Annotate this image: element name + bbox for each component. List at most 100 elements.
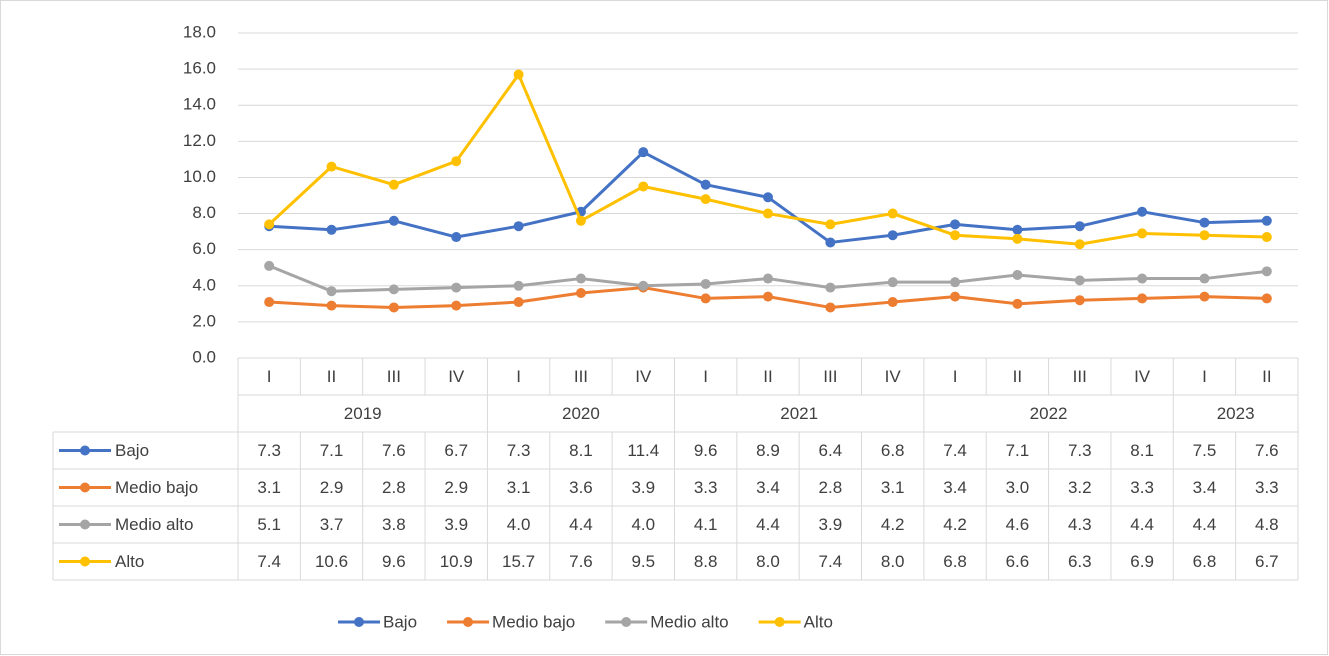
table-value: 6.8 — [1193, 552, 1217, 571]
marker — [388, 179, 399, 190]
quarter-label: I — [1202, 367, 1207, 386]
quarter-label: I — [703, 367, 708, 386]
quarter-label: IV — [448, 367, 465, 386]
table-value: 7.1 — [320, 441, 344, 460]
table-value: 3.6 — [569, 478, 593, 497]
marker — [700, 179, 711, 190]
marker — [638, 147, 649, 158]
marker — [264, 219, 275, 230]
table-value: 3.3 — [1255, 478, 1279, 497]
table-value: 6.4 — [819, 441, 843, 460]
marker — [1199, 291, 1210, 302]
table-value: 8.0 — [756, 552, 780, 571]
marker — [1261, 266, 1272, 277]
marker — [264, 260, 275, 271]
table-value: 3.0 — [1006, 478, 1030, 497]
table-value: 3.4 — [1193, 478, 1217, 497]
row-label: Alto — [115, 552, 144, 571]
table-value: 3.9 — [444, 515, 468, 534]
table-value: 6.3 — [1068, 552, 1092, 571]
table-value: 3.1 — [881, 478, 905, 497]
table-value: 3.1 — [257, 478, 281, 497]
table-value: 3.9 — [631, 478, 655, 497]
table-value: 7.4 — [943, 441, 967, 460]
marker — [513, 221, 524, 232]
quarter-label: II — [763, 367, 772, 386]
year-label: 2020 — [562, 404, 600, 423]
table-value: 4.4 — [569, 515, 593, 534]
row-label: Bajo — [115, 441, 149, 460]
marker — [825, 282, 836, 293]
marker — [1261, 293, 1272, 304]
quarter-label: II — [327, 367, 336, 386]
table-value: 9.6 — [694, 441, 718, 460]
table-value: 8.0 — [881, 552, 905, 571]
marker — [1074, 221, 1085, 232]
marker — [1074, 275, 1085, 286]
legend-label: Alto — [804, 612, 833, 631]
marker — [700, 194, 711, 205]
y-tick-label: 10.0 — [183, 167, 216, 186]
table-value: 7.6 — [569, 552, 593, 571]
quarter-label: III — [574, 367, 588, 386]
marker — [887, 208, 898, 219]
quarter-label: IV — [635, 367, 652, 386]
quarter-label: III — [387, 367, 401, 386]
marker — [513, 297, 524, 308]
table-value: 6.7 — [444, 441, 468, 460]
marker — [700, 278, 711, 289]
table-value: 3.3 — [1130, 478, 1154, 497]
y-tick-label: 2.0 — [192, 311, 216, 330]
table-value: 5.1 — [257, 515, 281, 534]
table-value: 11.4 — [627, 441, 659, 460]
table-value: 3.7 — [320, 515, 344, 534]
table-value: 8.1 — [569, 441, 593, 460]
y-tick-label: 4.0 — [192, 275, 216, 294]
marker — [1137, 293, 1148, 304]
marker — [326, 161, 337, 172]
legend-key-marker — [80, 445, 90, 456]
marker — [825, 237, 836, 248]
year-label: 2023 — [1217, 404, 1255, 423]
table-value: 10.6 — [315, 552, 348, 571]
legend-label: Medio bajo — [492, 612, 575, 631]
table-value: 7.6 — [382, 441, 406, 460]
marker — [388, 215, 399, 226]
table-value: 4.0 — [631, 515, 655, 534]
marker — [1074, 239, 1085, 250]
quarter-label: I — [267, 367, 272, 386]
table-value: 4.3 — [1068, 515, 1092, 534]
legend-label: Bajo — [383, 612, 417, 631]
table-value: 2.9 — [320, 478, 344, 497]
table-value: 3.2 — [1068, 478, 1092, 497]
marker — [1012, 298, 1023, 309]
marker — [950, 291, 961, 302]
table-value: 3.9 — [819, 515, 843, 534]
marker — [326, 286, 337, 297]
marker — [638, 181, 649, 192]
marker — [950, 230, 961, 241]
marker — [638, 280, 649, 291]
year-label: 2022 — [1030, 404, 1068, 423]
table-value: 4.4 — [1130, 515, 1154, 534]
year-label: 2019 — [344, 404, 382, 423]
marker — [513, 280, 524, 291]
legend-marker — [354, 617, 364, 627]
marker — [451, 282, 462, 293]
table-value: 7.5 — [1193, 441, 1217, 460]
table-value: 7.1 — [1006, 441, 1030, 460]
marker — [451, 232, 462, 243]
table-value: 3.1 — [507, 478, 531, 497]
marker — [1074, 295, 1085, 306]
year-label: 2021 — [780, 404, 818, 423]
marker — [1199, 230, 1210, 241]
marker — [1261, 232, 1272, 243]
marker — [1137, 228, 1148, 239]
table-value: 8.9 — [756, 441, 780, 460]
table-value: 7.3 — [507, 441, 531, 460]
table-value: 4.6 — [1006, 515, 1030, 534]
legend-marker — [774, 617, 785, 627]
table-value: 4.0 — [507, 515, 531, 534]
legend-marker — [463, 617, 474, 627]
table-value: 10.9 — [440, 552, 473, 571]
